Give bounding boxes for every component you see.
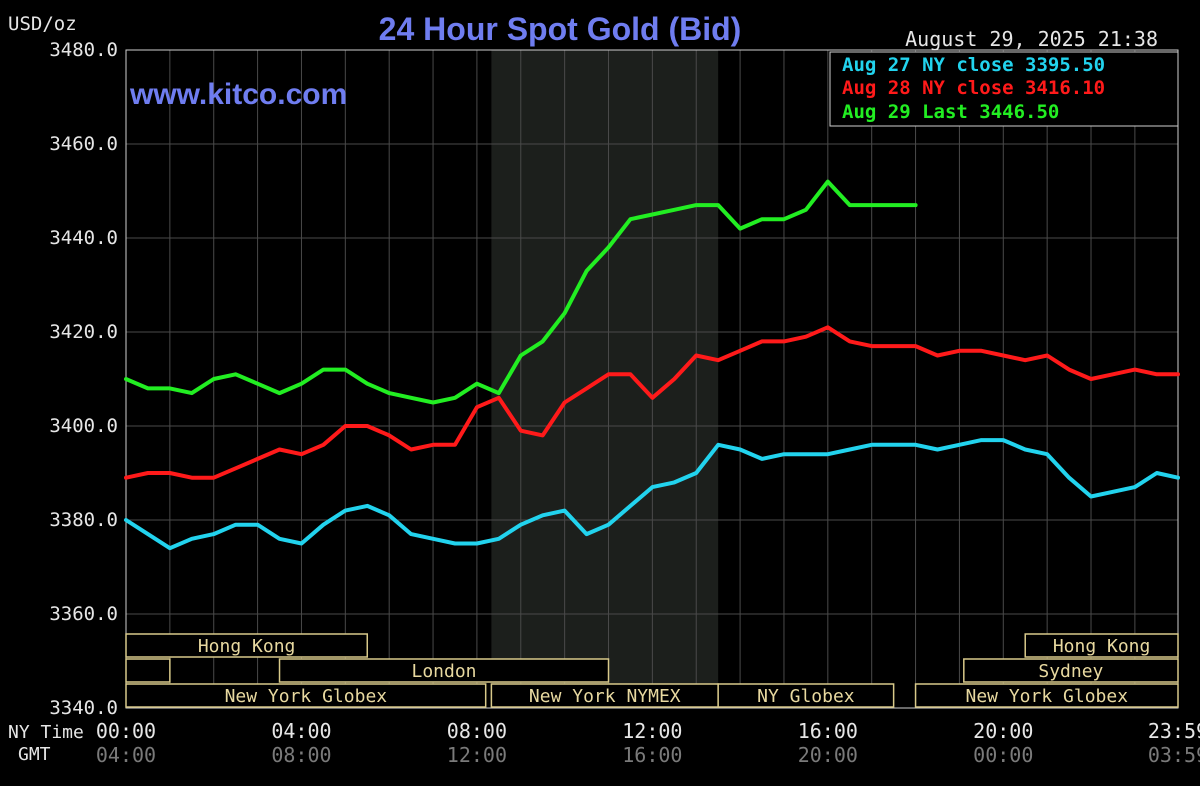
legend-entry-aug28: Aug 28 NY close 3416.10 <box>842 77 1105 99</box>
session-label-1: Hong Kong <box>1053 636 1151 657</box>
session-label-7: NY Globex <box>757 686 855 707</box>
x-tick-gmt-1: 08:00 <box>271 743 331 767</box>
x-tick-ny-5: 20:00 <box>973 719 1033 743</box>
series-layer <box>124 179 1180 551</box>
x-tick-ny-0: 00:00 <box>96 719 156 743</box>
session-label-4: Sydney <box>1038 661 1103 682</box>
y-tick-label-7: 3340.0 <box>49 697 118 719</box>
x-tick-gmt-3: 16:00 <box>622 743 682 767</box>
legend: Aug 27 NY close 3395.50 Aug 28 NY close … <box>829 51 1179 127</box>
session-bar-7 <box>717 683 895 708</box>
y-tick-label-0: 3480.0 <box>49 39 118 61</box>
session-bar-1 <box>1024 633 1179 658</box>
x-tick-labels: 00:0004:0004:0008:0008:0012:0012:0016:00… <box>96 719 1200 767</box>
timestamp: August 29, 2025 21:38 <box>905 27 1158 51</box>
x-tick-ny-1: 04:00 <box>271 719 331 743</box>
y-tick-label-1: 3460.0 <box>49 133 118 155</box>
y-tick-label-2: 3440.0 <box>49 227 118 249</box>
x-tick-gmt-2: 12:00 <box>447 743 507 767</box>
series-line-1 <box>124 325 1180 480</box>
x-tick-gmt-0: 04:00 <box>96 743 156 767</box>
x-tick-gmt-6: 03:59 <box>1148 743 1200 767</box>
x-tick-gmt-5: 00:00 <box>973 743 1033 767</box>
session-label-3: London <box>412 661 477 682</box>
session-bar-3 <box>278 658 610 683</box>
session-bar-2 <box>125 658 171 683</box>
session-bar-8 <box>914 683 1179 708</box>
x-tick-ny-4: 16:00 <box>798 719 858 743</box>
legend-entry-aug29: Aug 29 Last 3446.50 <box>842 101 1059 123</box>
y-tick-label-3: 3420.0 <box>49 321 118 343</box>
unit-label: USD/oz <box>8 13 77 35</box>
y-tick-labels: 3480.0 3460.0 3440.0 3420.0 3400.0 3380.0 3360… <box>49 39 118 719</box>
session-label-5: New York Globex <box>225 686 388 707</box>
session-label-0: Hong Kong <box>198 636 296 657</box>
series-line-2 <box>124 179 918 405</box>
series-line-0 <box>124 438 1180 551</box>
x-axis-label-ny: NY Time <box>8 722 84 743</box>
session-bars-layer: Hong Kong Hong Kong London Sydney New York G… <box>125 633 1179 708</box>
session-label-6: New York NYMEX <box>529 686 681 707</box>
session-label-8: New York Globex <box>965 686 1128 707</box>
watermark: www.kitco.com <box>129 78 347 111</box>
x-tick-ny-6: 23:59 <box>1148 719 1200 743</box>
y-tick-label-4: 3400.0 <box>49 415 118 437</box>
y-tick-label-6: 3360.0 <box>49 603 118 625</box>
session-bar-0 <box>125 633 369 658</box>
session-bar-5 <box>125 683 487 708</box>
y-tick-label-5: 3380.0 <box>49 509 118 531</box>
legend-box <box>829 51 1179 127</box>
x-tick-ny-2: 08:00 <box>447 719 507 743</box>
chart-title: 24 Hour Spot Gold (Bid) <box>379 11 742 47</box>
session-bar-4 <box>963 658 1179 683</box>
x-tick-gmt-4: 20:00 <box>798 743 858 767</box>
legend-entry-aug27: Aug 27 NY close 3395.50 <box>842 54 1105 76</box>
x-axis-label-gmt: GMT <box>18 744 51 765</box>
x-tick-ny-3: 12:00 <box>622 719 682 743</box>
